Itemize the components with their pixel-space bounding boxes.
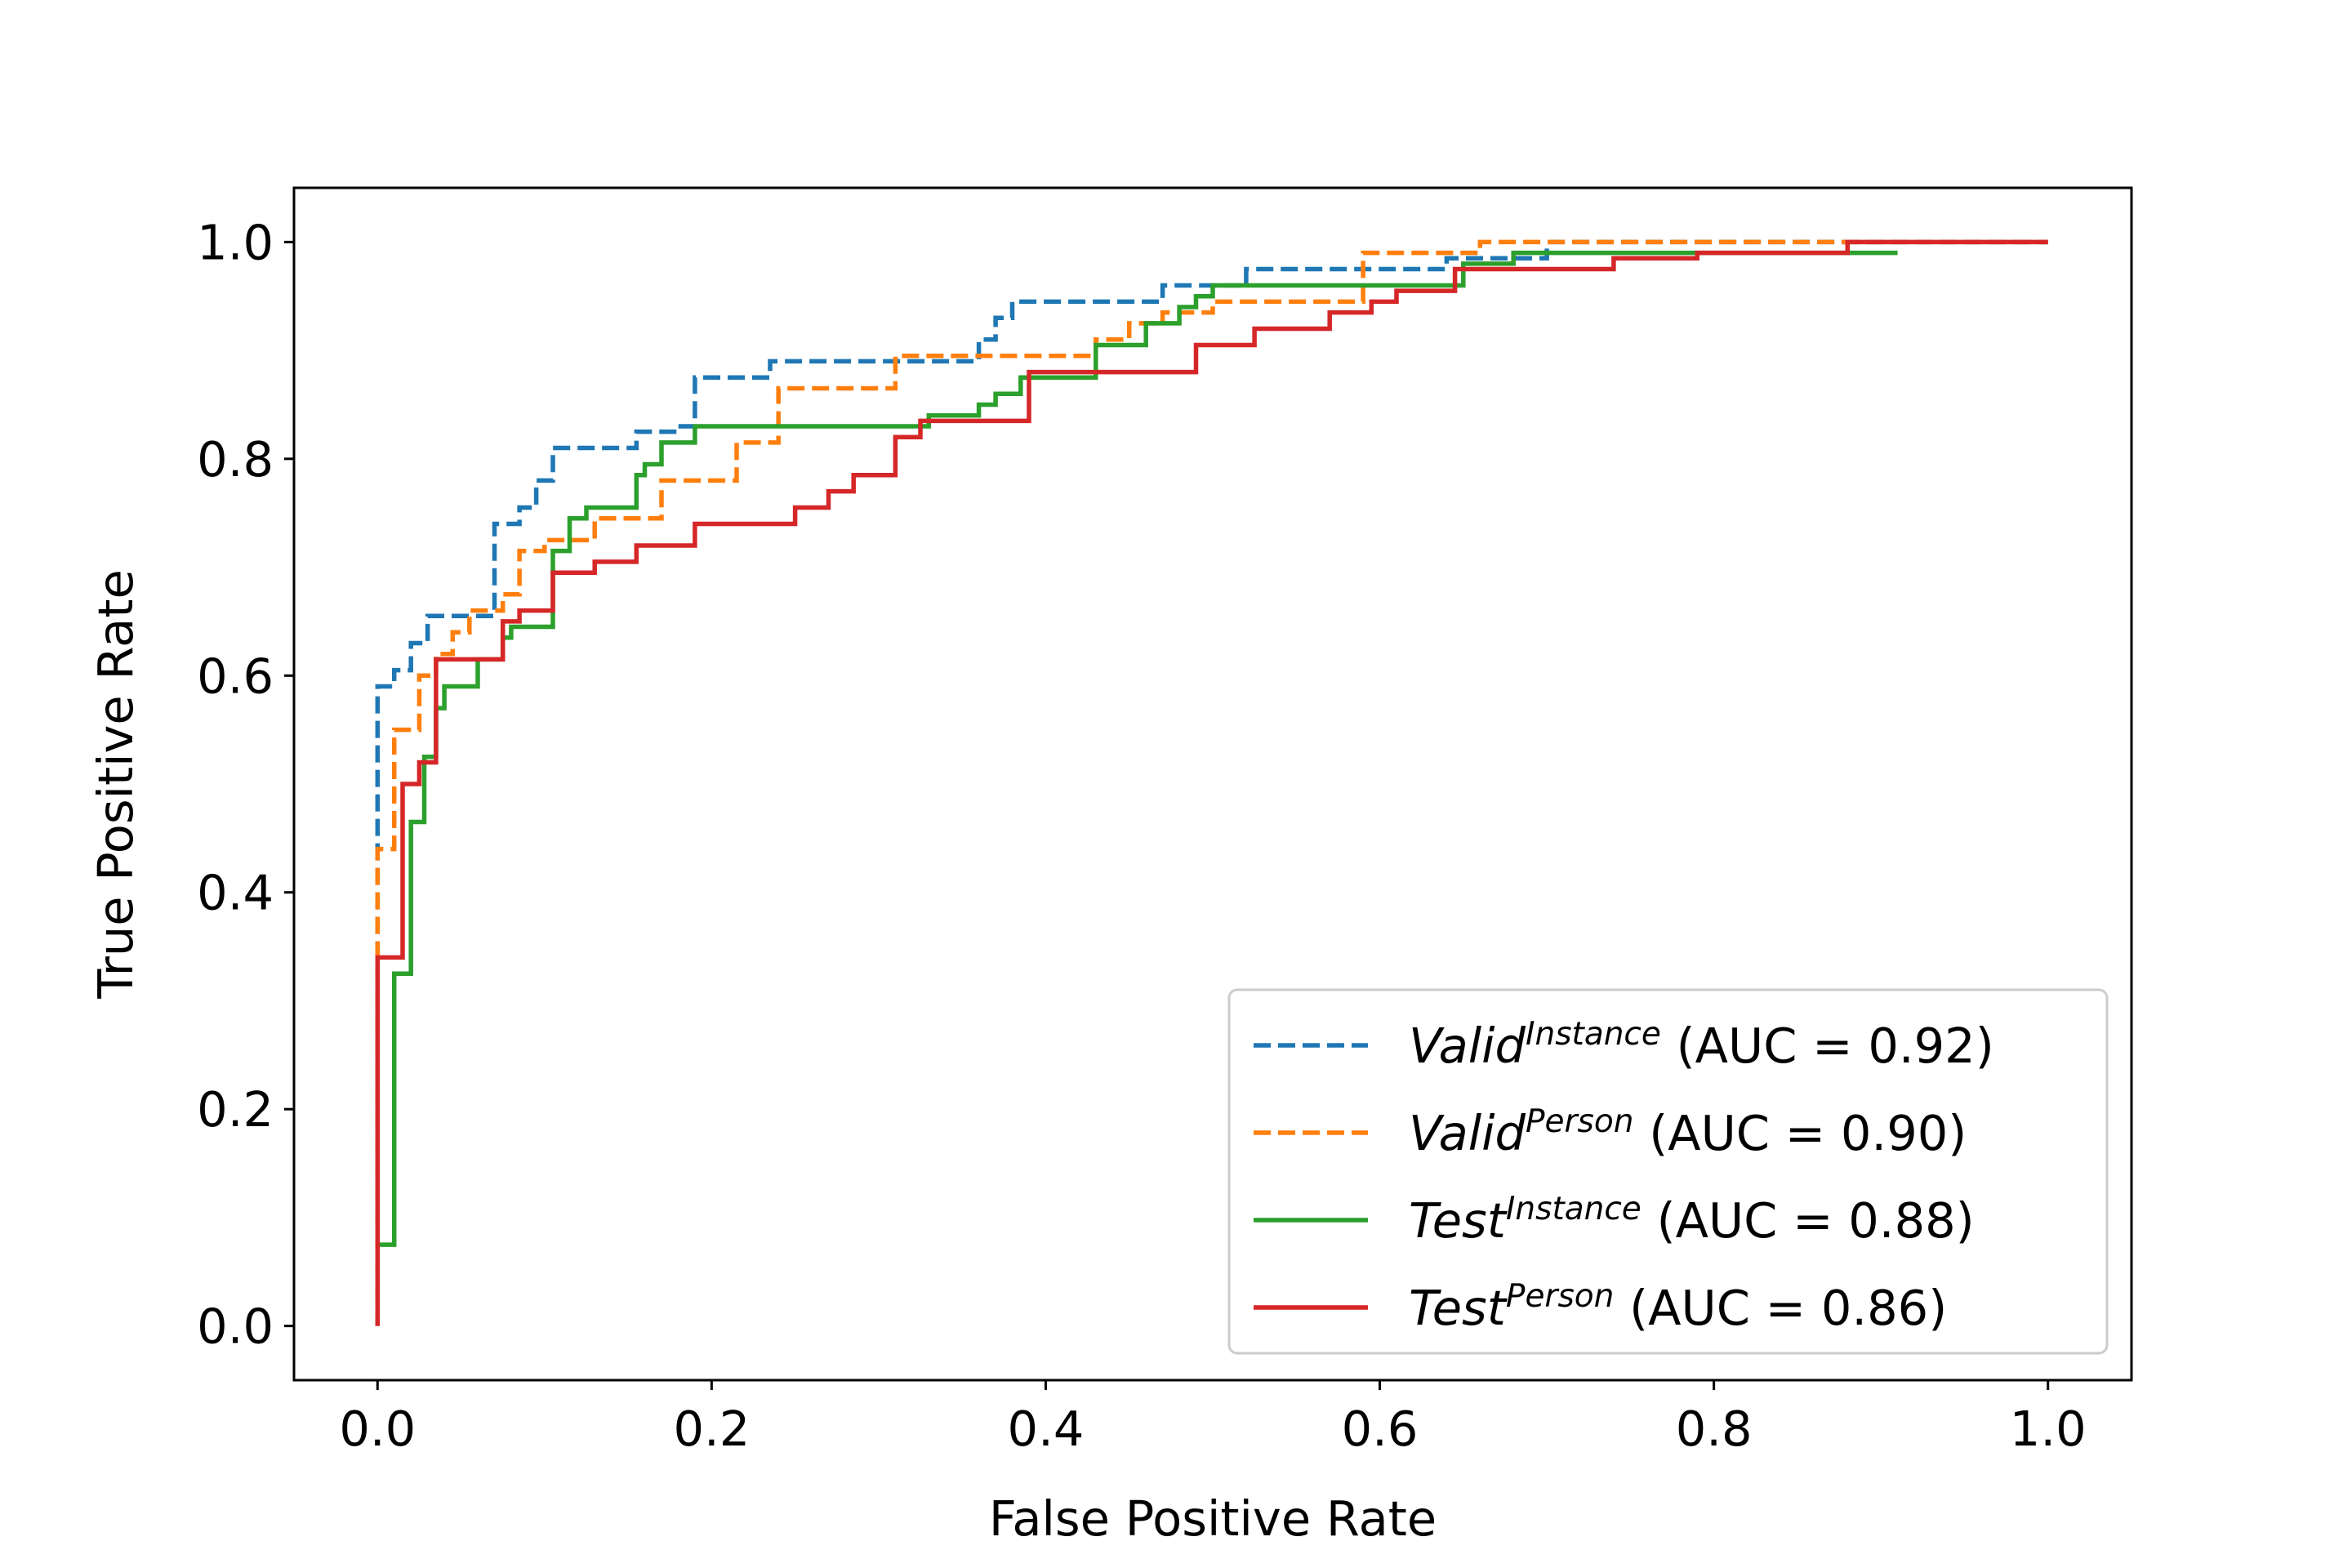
legend-series-name: Valid <box>1409 1105 1526 1161</box>
x-tick-label: 1.0 <box>2010 1401 2087 1457</box>
plot-lines <box>375 239 2048 1326</box>
legend-auc-label: (AUC = 0.86) <box>1614 1280 1947 1336</box>
y-axis-label: True Positive Rate <box>87 569 144 1000</box>
legend-series-superscript: Person <box>1526 1103 1633 1140</box>
x-tick-label: 0.8 <box>1676 1401 1753 1457</box>
legend-series-name: Valid <box>1409 1018 1526 1074</box>
legend-series-name: Test <box>1409 1192 1508 1249</box>
legend-entry-1: ValidPerson (AUC = 0.90) <box>1409 1103 1967 1161</box>
x-axis-label: False Positive Rate <box>989 1490 1437 1547</box>
legend: ValidInstance (AUC = 0.92)ValidPerson (A… <box>1227 988 2109 1355</box>
legend-series-superscript: Instance <box>1526 1016 1661 1053</box>
legend-entry-0: ValidInstance (AUC = 0.92) <box>1409 1016 1994 1074</box>
y-tick-label: 0.0 <box>197 1298 274 1355</box>
y-axis-ticks: 0.0 0.2 0.4 0.6 0.8 1.0 <box>197 214 294 1355</box>
legend-series-superscript: Person <box>1506 1278 1614 1315</box>
plot-frame <box>292 186 2133 1382</box>
y-tick-label: 0.2 <box>197 1081 274 1138</box>
legend-entry-2: TestInstance (AUC = 0.88) <box>1409 1191 1975 1249</box>
x-tick-label: 0.4 <box>1008 1401 1085 1457</box>
x-tick-label: 0.2 <box>673 1401 750 1457</box>
x-tick-label: 0.6 <box>1342 1401 1419 1457</box>
series-line-2 <box>377 250 1898 1247</box>
y-tick-label: 0.6 <box>197 648 274 704</box>
legend-auc-label: (AUC = 0.90) <box>1633 1105 1967 1161</box>
legend-entry-3: TestPerson (AUC = 0.86) <box>1409 1278 1947 1336</box>
series-line-0 <box>375 239 2048 1326</box>
y-tick-label: 1.0 <box>197 214 274 270</box>
y-tick-label: 0.4 <box>197 865 274 921</box>
x-tick-label: 0.0 <box>339 1401 416 1457</box>
x-axis-ticks: 0.0 0.2 0.4 0.6 0.8 1.0 <box>339 1380 2087 1457</box>
legend-box <box>1227 988 2109 1355</box>
y-tick-label: 0.8 <box>197 431 274 488</box>
legend-auc-label: (AUC = 0.88) <box>1642 1192 1975 1249</box>
legend-series-superscript: Instance <box>1506 1191 1642 1227</box>
series-line-3 <box>375 239 2048 1326</box>
legend-series-name: Test <box>1409 1280 1508 1336</box>
legend-auc-label: (AUC = 0.92) <box>1661 1018 1994 1074</box>
